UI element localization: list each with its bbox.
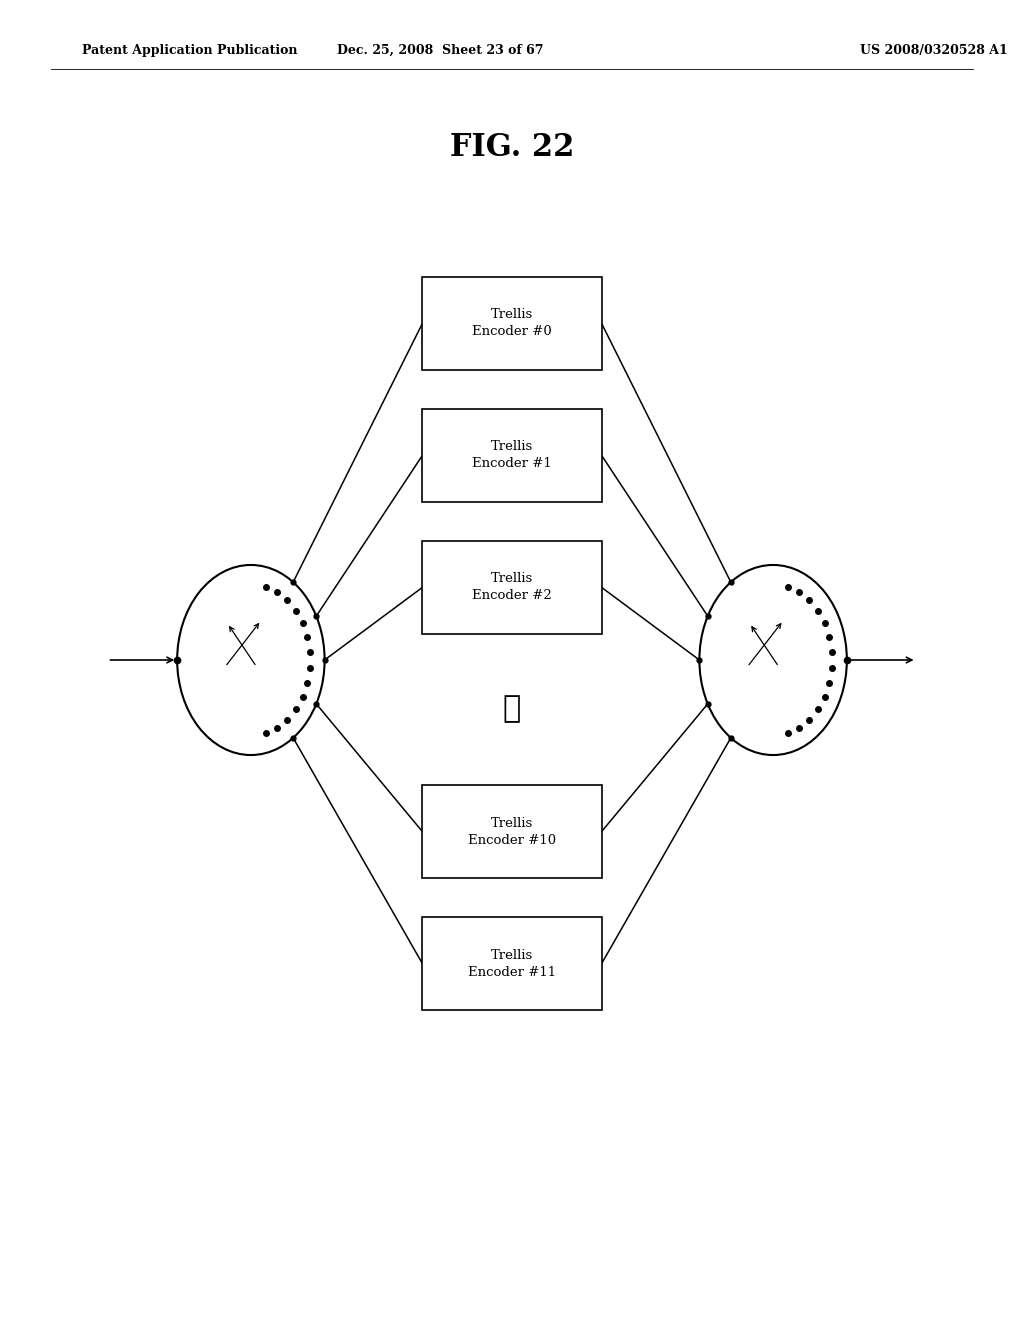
Text: Trellis
Encoder #2: Trellis Encoder #2 [472, 573, 552, 602]
FancyBboxPatch shape [422, 785, 601, 878]
Text: Patent Application Publication: Patent Application Publication [82, 44, 297, 57]
FancyBboxPatch shape [422, 277, 601, 370]
Text: Trellis
Encoder #0: Trellis Encoder #0 [472, 309, 552, 338]
FancyBboxPatch shape [422, 409, 601, 502]
FancyBboxPatch shape [422, 541, 601, 634]
Text: Dec. 25, 2008  Sheet 23 of 67: Dec. 25, 2008 Sheet 23 of 67 [337, 44, 544, 57]
Text: Trellis
Encoder #10: Trellis Encoder #10 [468, 817, 556, 846]
FancyBboxPatch shape [422, 917, 601, 1010]
Text: Trellis
Encoder #1: Trellis Encoder #1 [472, 441, 552, 470]
Text: ⋯: ⋯ [503, 693, 521, 725]
Text: Trellis
Encoder #11: Trellis Encoder #11 [468, 949, 556, 978]
Text: FIG. 22: FIG. 22 [450, 132, 574, 164]
Text: US 2008/0320528 A1: US 2008/0320528 A1 [860, 44, 1008, 57]
